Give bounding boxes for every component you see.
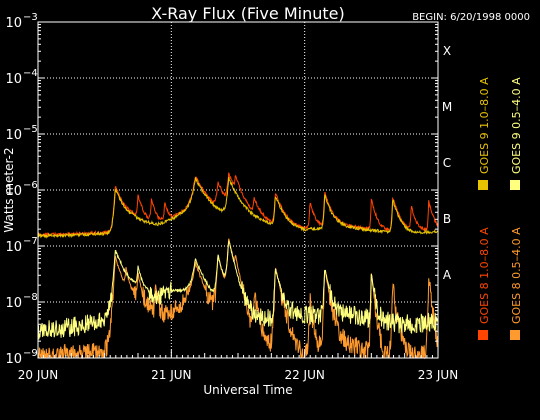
series-line-3 bbox=[37, 176, 439, 239]
flare-class-label: A bbox=[443, 268, 452, 282]
x-tick-label: 22 JUN bbox=[284, 368, 324, 382]
flare-class-label: X bbox=[443, 44, 451, 58]
flare-class-label: C bbox=[443, 156, 451, 170]
y-tick-label: 10 bbox=[5, 240, 22, 255]
y-tick-label: 10 bbox=[5, 352, 22, 367]
y-tick-exponent: −8 bbox=[23, 292, 38, 303]
y-tick-exponent: −4 bbox=[23, 68, 38, 79]
grid-lines bbox=[38, 22, 438, 358]
y-tick-label: 10 bbox=[5, 184, 22, 199]
begin-date-label: BEGIN: 6/20/1998 0000 bbox=[412, 12, 530, 23]
legend-swatch bbox=[478, 180, 488, 190]
x-tick-label: 21 JUN bbox=[151, 368, 191, 382]
legend-swatch bbox=[510, 330, 520, 340]
legend-label: GOES 8 0.5–4.0 A bbox=[510, 227, 523, 324]
legend-label: GOES 9 1.0–8.0 A bbox=[478, 77, 491, 174]
x-axis: 20 JUN 21 JUN 22 JUN 23 JUN bbox=[18, 350, 458, 382]
series-line-4 bbox=[37, 240, 439, 340]
y-tick-exponent: −3 bbox=[23, 12, 38, 23]
y-tick-exponent: −9 bbox=[23, 348, 38, 359]
y-tick-label: 10 bbox=[5, 72, 22, 87]
x-axis-label: Universal Time bbox=[203, 383, 292, 397]
flare-class-labels: A B C M X bbox=[442, 44, 452, 282]
legend-swatch bbox=[510, 180, 520, 190]
y-tick-label: 10 bbox=[5, 128, 22, 143]
y-tick-exponent: −5 bbox=[23, 124, 38, 135]
x-tick-label: 20 JUN bbox=[18, 368, 58, 382]
y-tick-exponent: −6 bbox=[23, 180, 38, 191]
x-tick-label: 23 JUN bbox=[418, 368, 458, 382]
series-line-1 bbox=[37, 172, 439, 238]
y-tick-exponent: −7 bbox=[23, 236, 38, 247]
y-axis-label: Watts meter-2 bbox=[2, 147, 16, 232]
y-tick-label: 10 bbox=[5, 16, 22, 31]
legend-label: GOES 9 0.5–4.0 A bbox=[510, 77, 523, 174]
flare-class-label: B bbox=[443, 212, 451, 226]
legend-label: GOES 8 1.0–8.0 A bbox=[478, 227, 491, 324]
flare-class-label: M bbox=[442, 100, 452, 114]
chart-title: X-Ray Flux (Five Minute) bbox=[151, 4, 344, 23]
legend-swatch bbox=[478, 330, 488, 340]
y-tick-label: 10 bbox=[5, 296, 22, 311]
y-axis: 10−910−810−710−610−510−410−3 bbox=[5, 12, 438, 367]
legend: GOES 8 1.0–8.0 A GOES 9 1.0–8.0 A GOES 8 0… bbox=[478, 77, 523, 340]
